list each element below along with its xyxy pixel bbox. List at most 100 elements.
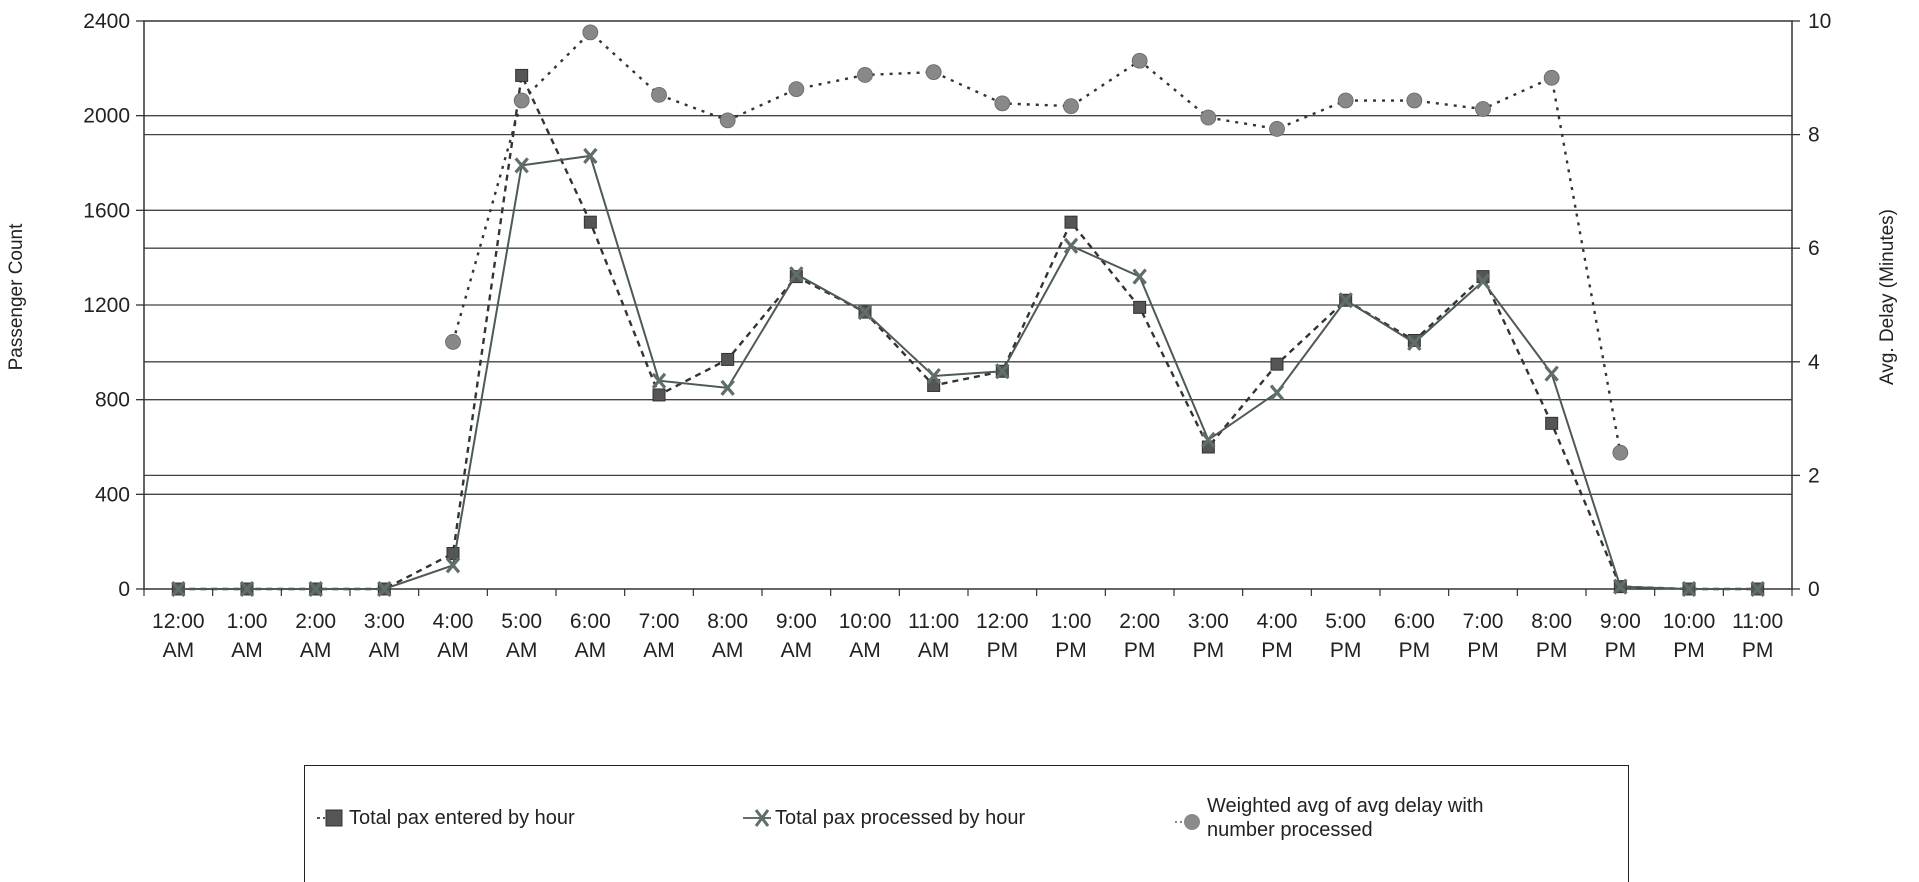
data-point-x <box>1269 384 1285 401</box>
legend: Total pax entered by hour Total pax proc… <box>304 765 1629 882</box>
data-point-square <box>1545 416 1559 430</box>
data-point-square <box>927 378 941 392</box>
x-tick-label-line: PM <box>1742 639 1774 662</box>
x-tick-label-line: 11:00 <box>1732 610 1783 633</box>
x-tick-label-line: 9:00 <box>776 610 817 633</box>
x-tick-label-line: 6:00 <box>1394 610 1435 633</box>
data-point-x <box>1681 580 1697 598</box>
data-point-x <box>857 304 873 321</box>
x-tick-label-line: AM <box>849 639 881 662</box>
data-point-x <box>789 266 804 283</box>
data-point-circle <box>1612 444 1629 461</box>
x-tick-label: 7:00 AM <box>639 610 680 662</box>
series-line <box>178 71 1758 591</box>
x-tick-label: 4:00 PM <box>1257 610 1298 662</box>
legend-item-processed: Total pax processed by hour <box>741 806 1025 830</box>
data-point-circle <box>651 86 667 103</box>
data-point-circle <box>513 92 530 109</box>
data-point-x <box>1613 578 1628 595</box>
x-tick-label-line: PM <box>1673 639 1705 662</box>
data-point-x <box>651 372 667 389</box>
circle-marker-icon <box>1175 814 1200 830</box>
data-point-square <box>446 547 460 560</box>
data-point-circle <box>582 24 599 41</box>
x-tick-label-line: 2:00 <box>1119 610 1160 633</box>
x-axis-ticks: 12:00 AM1:00 AM2:00 AM3:00 AM4:00 AM5:00 AM6:0… <box>143 589 1793 662</box>
x-tick-label-line: PM <box>1124 639 1156 662</box>
y-axis-title: Passenger Count <box>6 223 27 371</box>
data-point-square <box>652 388 666 402</box>
x-tick-label-line: PM <box>1536 639 1568 662</box>
x-tick-label-line: 4:00 <box>1257 610 1298 633</box>
x-tick-label: 1:00 PM <box>1051 610 1092 662</box>
data-point-square <box>583 215 597 229</box>
x-tick-label: 6:00 AM <box>570 610 611 662</box>
y2-tick-label: 0 <box>1808 578 1820 601</box>
data-point-circle <box>994 95 1011 112</box>
x-tick-label-line: AM <box>781 639 813 662</box>
x-tick-label-line: AM <box>575 639 607 662</box>
x-tick-label: 2:00 PM <box>1119 610 1160 662</box>
square-marker-icon <box>317 809 343 827</box>
data-point-x <box>308 580 323 598</box>
data-point-circle <box>1475 101 1491 117</box>
y-tick-label: 2400 <box>83 10 130 33</box>
right-axis-ticks: 0 2 4 6 8 10 <box>1792 10 1831 601</box>
data-point-x <box>1201 431 1216 448</box>
data-point-x <box>1544 365 1559 382</box>
data-point-x <box>1338 292 1353 309</box>
data-point-circle <box>1269 121 1285 137</box>
data-point-circle <box>1131 52 1148 69</box>
x-tick-label: 3:00 PM <box>1188 610 1229 662</box>
y-tick-label: 800 <box>95 389 130 412</box>
data-point-x <box>171 580 186 598</box>
data-point-x <box>995 363 1010 380</box>
x-tick-label: 8:00 AM <box>707 610 748 662</box>
x-tick-label: 3:00 AM <box>364 610 405 662</box>
x-tick-label-line: 11:00 <box>908 610 959 633</box>
x-tick-label-line: 1:00 <box>227 610 268 633</box>
x-tick-label: 6:00 PM <box>1394 610 1435 662</box>
x-tick-label-line: 1:00 <box>1051 610 1092 633</box>
y-tick-label: 1600 <box>83 199 130 222</box>
data-point-x <box>1132 268 1147 285</box>
data-point-x <box>377 580 392 598</box>
x-tick-label-line: PM <box>987 639 1019 662</box>
x-tick-label-line: 3:00 <box>364 610 405 633</box>
data-point-circle <box>1063 98 1079 115</box>
y-tick-label: 400 <box>95 483 130 506</box>
x-tick-label-line: PM <box>1055 639 1087 662</box>
x-tick-label: 8:00 PM <box>1531 610 1572 662</box>
x-tick-label: 11:00 AM <box>908 610 959 662</box>
series-line <box>178 154 1758 590</box>
legend-label: Total pax entered by hour <box>349 807 575 829</box>
series-line <box>451 30 1622 453</box>
x-tick-label-line: 10:00 <box>839 610 892 633</box>
data-point-circle <box>788 81 805 98</box>
x-tick-label: 5:00 PM <box>1325 610 1366 662</box>
x-tick-label-line: PM <box>1261 639 1293 662</box>
x-tick-label-line: 7:00 <box>1463 610 1504 633</box>
x-tick-label: 10:00 AM <box>839 610 892 662</box>
x-tick-label-line: AM <box>231 639 263 662</box>
x-tick-label-line: PM <box>1467 639 1499 662</box>
x-tick-label: 7:00 PM <box>1463 610 1504 662</box>
x-tick-label: 9:00 AM <box>776 610 817 662</box>
x-tick-label-line: AM <box>300 639 332 662</box>
data-point-circle <box>1337 92 1354 109</box>
left-axis-ticks: 0 400 800 1200 1600 2000 2400 <box>83 10 144 601</box>
data-point-square <box>1064 215 1078 229</box>
data-point-x <box>1407 334 1422 351</box>
x-tick-label-line: AM <box>918 639 950 662</box>
x-tick-label-line: AM <box>643 639 675 662</box>
data-point-x <box>583 147 598 164</box>
legend-item-delay: Weighted avg of avg delay with number pr… <box>1173 794 1483 842</box>
data-point-x <box>514 157 529 174</box>
data-point-circle <box>1200 109 1217 126</box>
y2-tick-label: 8 <box>1808 124 1820 147</box>
y2-tick-label: 6 <box>1808 237 1820 260</box>
data-point-circle <box>719 112 736 129</box>
data-point-circle <box>445 334 461 350</box>
data-point-x <box>720 379 735 396</box>
x-tick-label-line: PM <box>1193 639 1225 662</box>
